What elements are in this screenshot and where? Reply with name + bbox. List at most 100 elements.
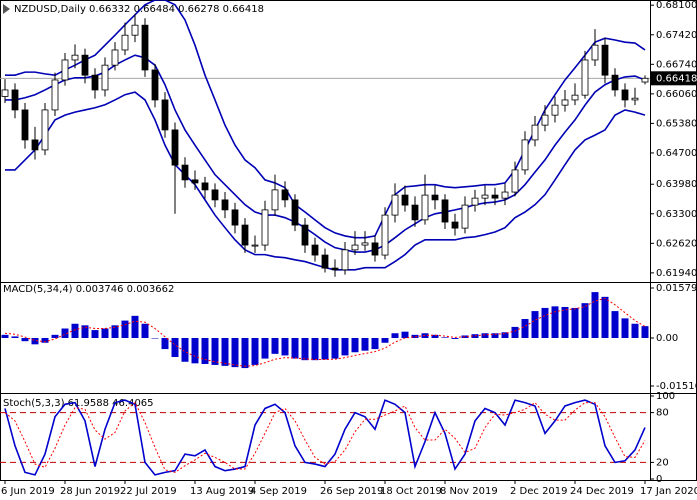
macd-bar bbox=[391, 333, 399, 339]
y-tick-label: 0.62620 bbox=[656, 238, 697, 249]
y-tick-label: 0.66740 bbox=[656, 59, 697, 70]
macd-bar bbox=[181, 338, 189, 362]
candle-body bbox=[191, 179, 199, 184]
macd-bar bbox=[411, 334, 419, 339]
macd-bar bbox=[461, 335, 469, 339]
candle-body bbox=[221, 199, 229, 211]
macd-bar bbox=[71, 323, 79, 339]
candle-body bbox=[471, 197, 479, 206]
candle-body bbox=[291, 199, 299, 226]
macd-bar bbox=[201, 338, 209, 364]
macd-bar bbox=[261, 338, 269, 359]
macd-bar bbox=[341, 338, 349, 356]
candle-body bbox=[391, 194, 399, 216]
macd-bar bbox=[621, 318, 629, 339]
candle-body bbox=[381, 214, 389, 256]
candle-body bbox=[231, 209, 239, 226]
y-tick-label: 20 bbox=[656, 457, 669, 468]
macd-bar bbox=[441, 337, 449, 339]
candle-body bbox=[331, 267, 339, 271]
macd-bar bbox=[241, 338, 249, 369]
candle-body bbox=[361, 242, 369, 246]
candle-body bbox=[91, 74, 99, 91]
x-tick-label: 22 Jul 2019 bbox=[120, 486, 177, 497]
macd-bar bbox=[641, 326, 649, 339]
candle-body bbox=[461, 204, 469, 229]
candle-body bbox=[401, 194, 409, 206]
candle-body bbox=[81, 54, 89, 76]
candle-body bbox=[611, 74, 619, 91]
candle-body bbox=[561, 99, 569, 106]
x-tick-label: 8 Nov 2019 bbox=[440, 486, 498, 497]
candle-body bbox=[271, 189, 279, 211]
stoch-main bbox=[4, 399, 646, 476]
y-tick-label: 0.64700 bbox=[656, 148, 697, 159]
x-tick-label: 13 Aug 2019 bbox=[190, 486, 254, 497]
candle-body bbox=[451, 221, 459, 229]
macd-bar bbox=[121, 320, 129, 339]
band-middle bbox=[5, 54, 646, 253]
last-price-label: 0.66418 bbox=[656, 73, 697, 84]
candle-body bbox=[641, 77, 649, 83]
candle-body bbox=[521, 139, 529, 171]
macd-bar bbox=[571, 307, 579, 339]
stoch-signal bbox=[4, 401, 646, 473]
candle-body bbox=[51, 79, 59, 111]
candle-body bbox=[71, 54, 79, 61]
candle-body bbox=[421, 194, 429, 221]
macd-bar bbox=[511, 326, 519, 339]
y-tick-label: 0.65380 bbox=[656, 118, 697, 129]
candle-body bbox=[241, 224, 249, 246]
candle-body bbox=[131, 24, 139, 36]
macd-bar bbox=[501, 332, 509, 339]
candle-body bbox=[481, 194, 489, 199]
candle-body bbox=[431, 194, 439, 201]
macd-bar bbox=[21, 338, 29, 342]
candle-body bbox=[571, 94, 579, 101]
candle-body bbox=[171, 129, 179, 166]
macd-bar bbox=[301, 338, 309, 361]
macd-bar bbox=[581, 303, 589, 339]
candle-body bbox=[311, 244, 319, 256]
candle-body bbox=[341, 249, 349, 271]
candle-body bbox=[411, 204, 419, 221]
candle-body bbox=[141, 24, 149, 71]
y-tick-label: 0.63980 bbox=[656, 179, 697, 190]
y-tick-label: 0.00 bbox=[656, 333, 678, 344]
macd-bar bbox=[401, 331, 409, 339]
candle-body bbox=[101, 64, 109, 91]
macd-bar bbox=[111, 325, 119, 339]
candle-body bbox=[201, 182, 209, 191]
macd-bar bbox=[451, 338, 459, 339]
macd-bar bbox=[41, 338, 49, 343]
macd-bar bbox=[271, 338, 279, 354]
macd-bar bbox=[101, 328, 109, 339]
macd-bar bbox=[321, 338, 329, 360]
macd-bar bbox=[141, 323, 149, 339]
macd-bar bbox=[131, 315, 139, 339]
x-tick-label: 24 Dec 2019 bbox=[570, 486, 634, 497]
candle-body bbox=[161, 99, 169, 131]
macd-bar bbox=[231, 338, 239, 368]
candle-body bbox=[621, 89, 629, 101]
candle-body bbox=[591, 44, 599, 61]
macd-bar bbox=[541, 307, 549, 339]
candle-body bbox=[601, 44, 609, 76]
macd-bar bbox=[91, 330, 99, 339]
y-tick-label: 0.68100 bbox=[656, 0, 697, 11]
candle-body bbox=[41, 109, 49, 151]
x-tick-label: 4 Sep 2019 bbox=[250, 486, 307, 497]
macd-bar bbox=[491, 333, 499, 339]
macd-bar bbox=[211, 338, 219, 365]
macd-bar bbox=[561, 306, 569, 339]
candle-body bbox=[321, 254, 329, 269]
candle-body bbox=[491, 194, 499, 199]
macd-bar bbox=[331, 338, 339, 359]
macd-bar bbox=[51, 334, 59, 339]
candle-body bbox=[31, 139, 39, 151]
candle-body bbox=[1, 89, 9, 97]
macd-bar bbox=[371, 338, 379, 350]
candle-body bbox=[181, 164, 189, 181]
macd-bar bbox=[221, 338, 229, 366]
